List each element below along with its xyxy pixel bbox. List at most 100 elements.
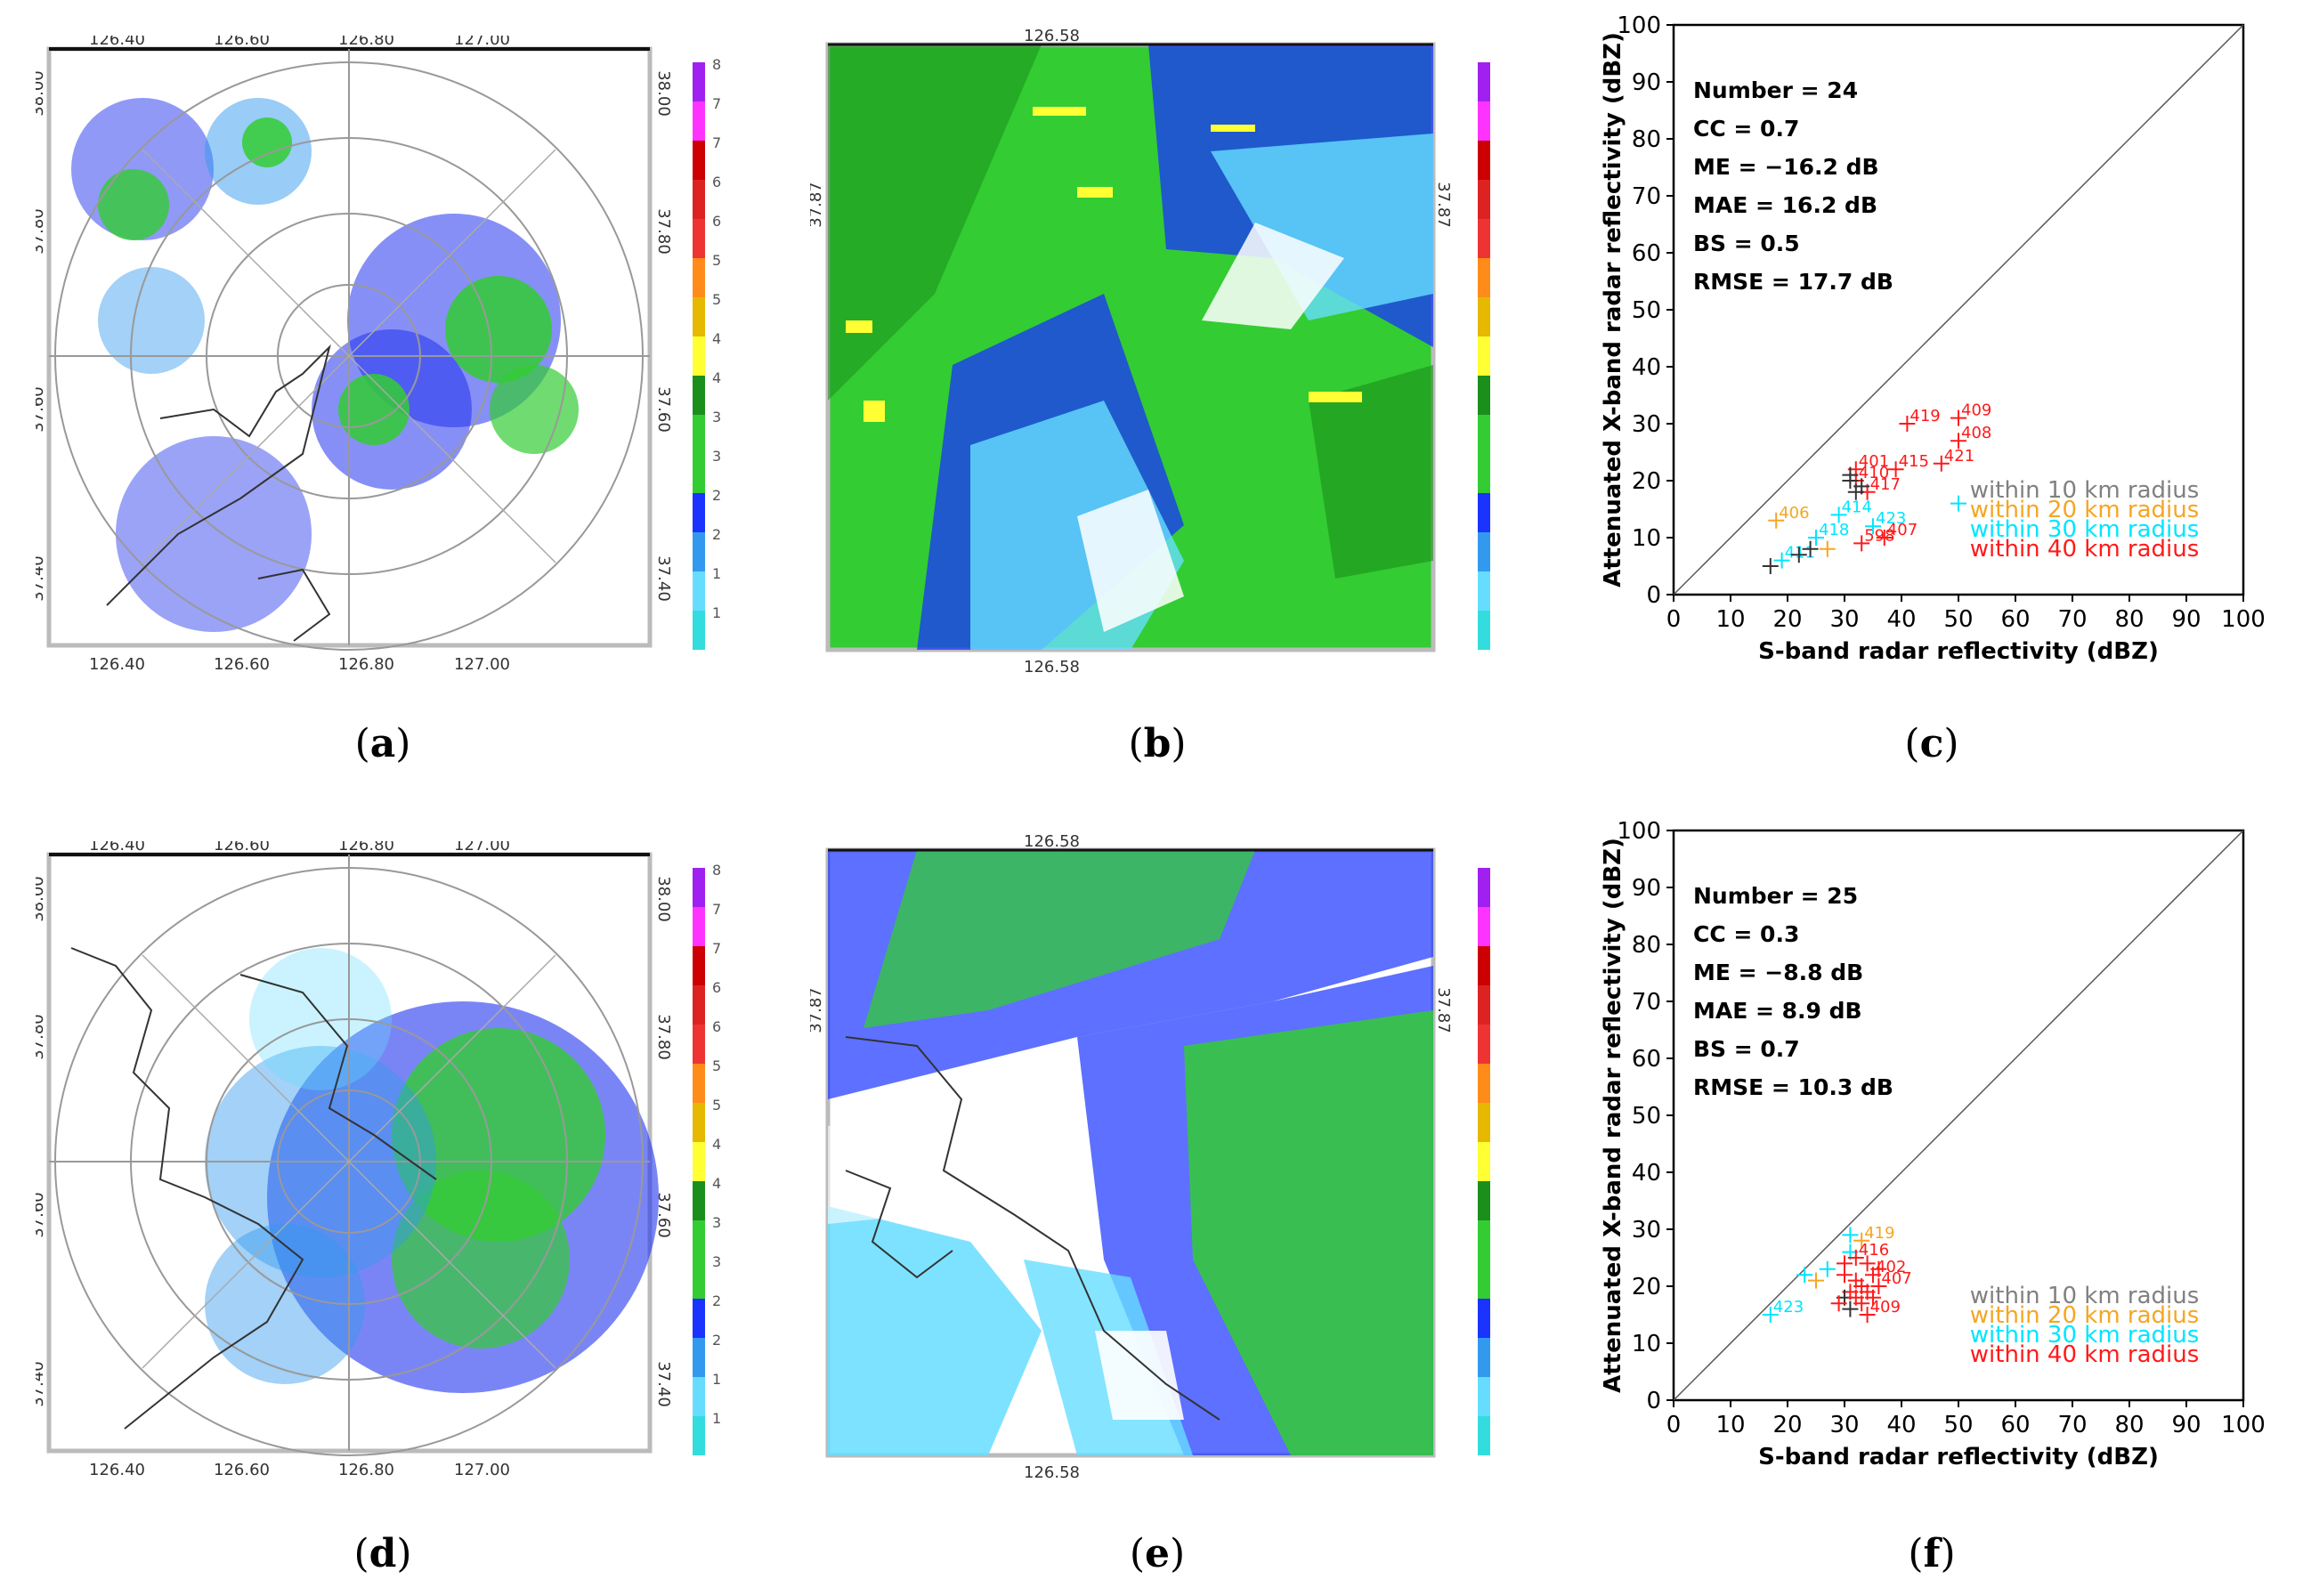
colorbar-swatch [693, 532, 705, 571]
colorbar-swatch [693, 141, 705, 180]
stat-line: BS = 0.5 [1693, 231, 1800, 256]
ppi-map-a: 126.40 126.60 126.80 127.00 126.40 126.6… [28, 30, 730, 676]
x-tick-label: 60 [2000, 1412, 2030, 1438]
x-tick-label: 0 [1666, 606, 1682, 633]
colorbar-swatch [1478, 219, 1490, 258]
colorbar-swatch [693, 1064, 705, 1103]
scatter-point [1865, 1289, 1881, 1306]
colorbar-tick-label: 30 [712, 448, 721, 465]
x-tick-label: 30 [1829, 1412, 1859, 1438]
stat-line: BS = 0.7 [1693, 1036, 1800, 1062]
colorbar-swatch [1478, 493, 1490, 532]
scatter-point [1847, 483, 1864, 500]
x-tick-label: 100 [2221, 1412, 2266, 1438]
colorbar-tick-label: 75 [712, 901, 721, 918]
point-label: 409 [1961, 401, 1991, 420]
precipitation-echo [828, 850, 1433, 1455]
lat-tick-d-2: 37.80 [36, 1014, 47, 1060]
colorbar-tick-label: 55 [712, 252, 721, 269]
caption-b: (b) [1128, 721, 1187, 766]
lat-tick-b-right: 37.87 [1434, 182, 1453, 228]
legend-entry: within 40 km radius [1970, 1341, 2200, 1368]
scatter-f: 0 0 10 10 20 20 30 30 40 40 50 50 60 60 70 70 80 80 90 90 10… [1585, 814, 2297, 1509]
point-label: 401 [1859, 452, 1889, 471]
caption-f: (f) [1908, 1531, 1956, 1576]
y-tick-label: 20 [1632, 1274, 1661, 1300]
point-label: 409 [1870, 1298, 1901, 1316]
x-tick-label: 10 [1715, 1412, 1745, 1438]
zoom-map-e-svg: 126.58 126.58 37.87 37.87 80757065605550… [807, 832, 1515, 1482]
scatter-point [1847, 1250, 1864, 1266]
colorbar-swatch [693, 611, 705, 650]
colorbar-swatch [1478, 62, 1490, 101]
legend-entry: within 30 km radius [1970, 516, 2200, 543]
colorbar-d: 80 75 70 65 60 55 50 45 40 35 30 25 20 15 10 [693, 862, 730, 1455]
x-tick-label: 0 [1666, 1412, 1682, 1438]
y-tick-label: 100 [1617, 818, 1661, 845]
colorbar-swatch [1478, 1220, 1490, 1260]
scatter-point [1870, 1260, 1887, 1277]
colorbar-e: 807570656055504540353025201510 [1478, 862, 1515, 1455]
legend-entry: within 20 km radius [1970, 1302, 2200, 1329]
stat-line: RMSE = 17.7 dB [1693, 269, 1893, 295]
legend-entry: within 10 km radius [1970, 1283, 2200, 1309]
colorbar-swatch [693, 454, 705, 493]
scatter-point [1808, 530, 1824, 546]
lat-tick-a-r1: 38.00 [654, 70, 673, 117]
zoom-map-e: 126.58 126.58 37.87 37.87 80757065605550… [807, 832, 1515, 1482]
colorbar-swatch [693, 1103, 705, 1142]
y-axis-label: Attenuated X-band radar reflectivity (dB… [1600, 838, 1626, 1393]
colorbar-swatch [1478, 611, 1490, 650]
x-tick-label: 70 [2057, 1412, 2087, 1438]
colorbar-swatch [693, 1260, 705, 1299]
scatter-point [1819, 1260, 1836, 1277]
point-label: 419 [1864, 1224, 1894, 1243]
point-label: 418 [1819, 521, 1849, 539]
scatter-point [1853, 1232, 1870, 1249]
scatter-point [1842, 473, 1859, 489]
point-label: 598 [1864, 526, 1894, 545]
point-label: 417 [1870, 475, 1901, 494]
lat-tick-e-right: 37.87 [1434, 987, 1453, 1033]
colorbar-swatch [1478, 376, 1490, 415]
lon-tick-d-b3: 126.80 [338, 1461, 394, 1479]
colorbar-swatch [1478, 1299, 1490, 1338]
lat-tick-e-left: 37.87 [810, 987, 825, 1033]
colorbar-swatch [1478, 868, 1490, 907]
colorbar-swatch [693, 258, 705, 297]
x-tick-label: 50 [1943, 1412, 1973, 1438]
precipitation-echo [71, 98, 579, 632]
lat-tick-b-left: 37.87 [810, 182, 825, 228]
lon-tick-a-4: 127.00 [454, 36, 510, 49]
y-tick-label: 50 [1632, 297, 1661, 324]
stat-line: CC = 0.3 [1693, 921, 1799, 947]
lon-tick-d-3: 126.80 [338, 841, 394, 855]
colorbar-tick-label: 20 [712, 1332, 721, 1349]
lat-tick-a-r2: 37.80 [654, 208, 673, 255]
colorbar-swatch [693, 868, 705, 907]
scatter-point [1950, 433, 1966, 450]
colorbar-tick-label: 65 [712, 174, 721, 190]
y-tick-label: 90 [1632, 875, 1661, 902]
colorbar-swatch [1478, 907, 1490, 946]
point-label: 423 [1773, 1298, 1804, 1316]
lat-tick-a-1: 38.00 [36, 70, 47, 117]
colorbar-tick-label: 55 [712, 1057, 721, 1074]
colorbar-tick-label: 80 [712, 56, 721, 73]
colorbar-swatch [693, 1416, 705, 1455]
colorbar-swatch [693, 376, 705, 415]
scatter-point [1762, 558, 1779, 574]
colorbar-tick-label: 45 [712, 330, 721, 347]
x-axis-label: S-band radar reflectivity (dBZ) [1758, 638, 2159, 665]
scatter-c: 0 0 10 10 20 20 30 30 40 40 50 50 60 60 70 70 80 80 90 90 10… [1585, 9, 2297, 703]
lon-tick-a-b1: 126.40 [89, 655, 145, 674]
point-label: 407 [1881, 1269, 1911, 1288]
colorbar-tick-label: 35 [712, 1214, 721, 1231]
colorbar-tick-label: 25 [712, 1292, 721, 1309]
x-tick-label: 20 [1772, 1412, 1802, 1438]
colorbar-swatch [693, 219, 705, 258]
y-tick-label: 70 [1632, 989, 1661, 1016]
colorbar-swatch [1478, 141, 1490, 180]
lon-tick-d-b4: 127.00 [454, 1461, 510, 1479]
stat-line: MAE = 8.9 dB [1693, 998, 1862, 1024]
